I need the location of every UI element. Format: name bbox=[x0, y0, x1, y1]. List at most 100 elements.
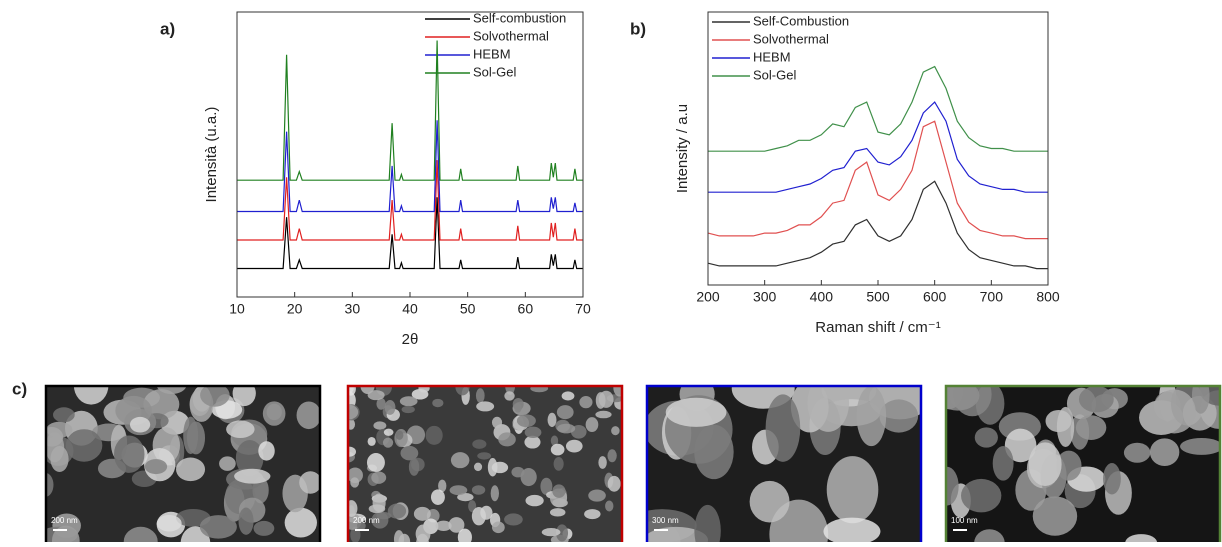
scale-bar-label: 200 nm bbox=[353, 516, 380, 525]
particle bbox=[557, 424, 575, 434]
sem-image: 200 nm bbox=[339, 376, 627, 542]
particle bbox=[258, 441, 274, 460]
particle bbox=[488, 458, 498, 476]
figure: a) b) c) 10203040506070Self-combustionSo… bbox=[0, 0, 1222, 542]
particle bbox=[550, 508, 566, 516]
particle bbox=[385, 400, 396, 415]
legend-label: Self-Combustion bbox=[753, 13, 849, 28]
x-tick-label: 400 bbox=[810, 289, 834, 305]
particle bbox=[388, 503, 406, 518]
legend-label: Solvothermal bbox=[753, 31, 829, 46]
particle bbox=[373, 421, 386, 429]
particle bbox=[432, 399, 443, 407]
particle bbox=[239, 508, 254, 535]
particle bbox=[514, 403, 522, 413]
particle bbox=[605, 500, 613, 511]
x-tick-label: 10 bbox=[229, 301, 245, 317]
particle bbox=[608, 476, 621, 492]
legend-label: HEBM bbox=[473, 46, 511, 61]
sem-image: 200 nm bbox=[37, 366, 322, 542]
particle bbox=[299, 471, 321, 493]
particle bbox=[114, 435, 144, 472]
scale-bar-label: 100 nm bbox=[951, 516, 978, 525]
scale-bar-label: 300 nm bbox=[652, 516, 679, 525]
particle bbox=[666, 398, 727, 427]
particle bbox=[807, 374, 849, 432]
particle bbox=[975, 427, 998, 447]
particle bbox=[554, 457, 564, 471]
particle bbox=[1079, 386, 1114, 412]
particle bbox=[367, 453, 385, 472]
particle bbox=[436, 521, 452, 531]
particle bbox=[498, 432, 516, 446]
particle bbox=[476, 388, 485, 403]
particle bbox=[395, 430, 403, 439]
particle bbox=[766, 394, 801, 461]
particle bbox=[369, 504, 386, 513]
particle bbox=[472, 507, 486, 525]
x-tick-label: 70 bbox=[575, 301, 591, 317]
particle bbox=[130, 417, 150, 433]
x-tick-label: 20 bbox=[287, 301, 303, 317]
series-line bbox=[237, 41, 583, 181]
particle bbox=[368, 437, 376, 446]
particle bbox=[557, 405, 574, 419]
particle bbox=[431, 489, 445, 505]
particle bbox=[50, 446, 68, 472]
particle bbox=[562, 391, 575, 400]
particle bbox=[993, 446, 1014, 481]
particle bbox=[1124, 443, 1151, 463]
particle bbox=[1150, 438, 1179, 466]
particle bbox=[548, 413, 557, 427]
particle bbox=[1180, 438, 1222, 455]
scale-bar-label: 200 nm bbox=[51, 516, 78, 525]
particle bbox=[517, 414, 536, 427]
particle bbox=[383, 438, 393, 448]
particle bbox=[750, 481, 790, 523]
particle bbox=[542, 528, 561, 536]
x-tick-label: 800 bbox=[1036, 289, 1060, 305]
particle bbox=[402, 406, 415, 413]
sem-image: 300 nm bbox=[628, 369, 931, 542]
particle bbox=[607, 449, 616, 462]
particle bbox=[371, 471, 386, 483]
x-axis-label: 2θ bbox=[402, 331, 419, 348]
particle bbox=[183, 417, 198, 454]
legend-label: Sol-Gel bbox=[473, 64, 516, 79]
particle bbox=[450, 485, 468, 495]
particle bbox=[588, 489, 606, 501]
legend-label: HEBM bbox=[753, 49, 791, 64]
particle bbox=[176, 458, 205, 482]
particle bbox=[226, 420, 254, 438]
particle bbox=[368, 390, 385, 400]
sem-content: 200 nm bbox=[339, 376, 627, 542]
particle bbox=[584, 509, 600, 519]
particle bbox=[233, 380, 256, 406]
particle bbox=[476, 401, 494, 411]
sem-image: 100 nm bbox=[934, 370, 1222, 542]
x-tick-label: 30 bbox=[345, 301, 361, 317]
particle bbox=[263, 401, 286, 425]
particle bbox=[157, 515, 182, 531]
particle bbox=[145, 459, 167, 474]
particle bbox=[598, 456, 606, 469]
particle bbox=[234, 469, 270, 484]
particle bbox=[384, 429, 394, 436]
particle bbox=[857, 386, 887, 446]
particle bbox=[53, 407, 75, 422]
panel-label: a) bbox=[160, 19, 175, 38]
particle bbox=[219, 456, 236, 470]
particle bbox=[526, 495, 544, 506]
particle bbox=[426, 426, 443, 445]
particle bbox=[961, 479, 1001, 512]
particle bbox=[1046, 410, 1072, 432]
particle bbox=[511, 467, 524, 478]
particle bbox=[586, 417, 599, 432]
particle bbox=[552, 484, 565, 497]
particle bbox=[472, 439, 486, 448]
sem-content: 200 nm bbox=[37, 366, 322, 542]
x-tick-label: 40 bbox=[402, 301, 418, 317]
particle bbox=[1076, 415, 1106, 440]
particle bbox=[566, 440, 583, 453]
x-tick-label: 300 bbox=[753, 289, 777, 305]
